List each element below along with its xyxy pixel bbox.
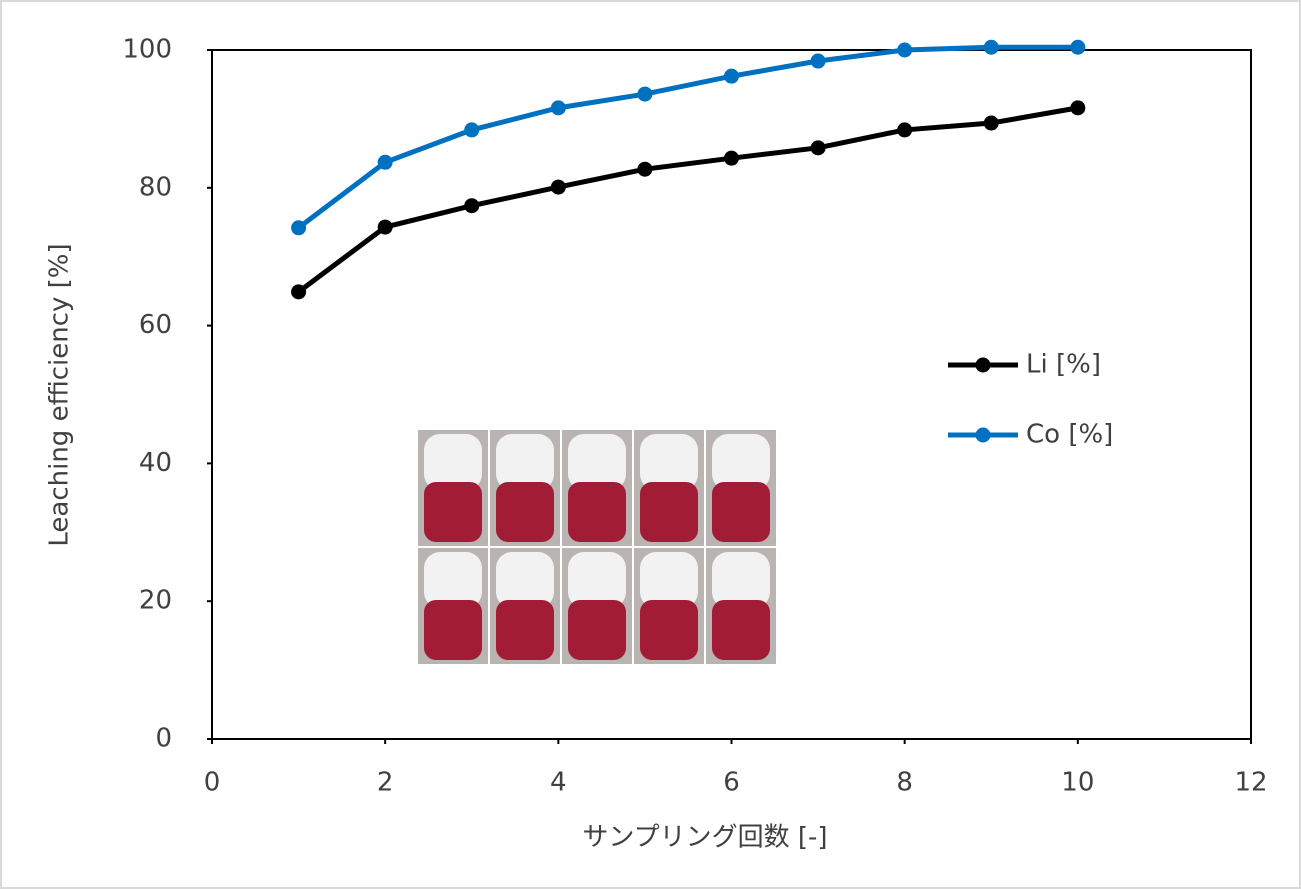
data-point (724, 69, 739, 84)
vial-liquid (568, 600, 626, 660)
x-axis-label: サンプリング回数 [-] (582, 823, 827, 853)
x-tick-label: 4 (550, 768, 567, 798)
data-point (551, 100, 566, 115)
vial-cap (640, 552, 698, 608)
x-tick-label: 2 (377, 768, 394, 798)
vial-cap (424, 434, 482, 490)
legend-marker (976, 428, 991, 443)
data-point (637, 87, 652, 102)
x-tick-label: 6 (723, 768, 740, 798)
y-tick-label: 60 (139, 310, 172, 340)
y-tick-label: 40 (139, 448, 172, 478)
vial-liquid (496, 482, 554, 542)
data-point (897, 122, 912, 137)
vial-liquid (568, 482, 626, 542)
y-tick-label: 20 (139, 586, 172, 616)
vial-liquid (640, 600, 698, 660)
data-point (984, 40, 999, 55)
data-point (464, 198, 479, 213)
y-tick-label: 0 (155, 724, 172, 754)
data-point (724, 151, 739, 166)
y-axis-label: Leaching efficiency [%] (45, 243, 75, 546)
vial-liquid (640, 482, 698, 542)
vial-cap (424, 552, 482, 608)
y-tick-label: 100 (122, 35, 172, 65)
data-point (897, 43, 912, 58)
y-tick-label: 80 (139, 172, 172, 202)
x-tick-label: 10 (1061, 768, 1094, 798)
vial-cap (496, 552, 554, 608)
data-point (291, 220, 306, 235)
x-tick-label: 8 (896, 768, 913, 798)
data-point (811, 54, 826, 69)
data-point (378, 220, 393, 235)
vial-cap (496, 434, 554, 490)
data-point (984, 116, 999, 131)
vial-cap (712, 434, 770, 490)
legend-marker (976, 358, 991, 373)
vial-cap (640, 434, 698, 490)
vial-liquid (712, 600, 770, 660)
data-point (291, 284, 306, 299)
vial-liquid (424, 482, 482, 542)
data-point (551, 180, 566, 195)
data-point (1070, 40, 1085, 55)
legend-label: Co [%] (1026, 420, 1113, 450)
vial-liquid (424, 600, 482, 660)
x-tick-label: 0 (204, 768, 221, 798)
vial-cap (568, 552, 626, 608)
data-point (1070, 100, 1085, 115)
legend-label: Li [%] (1026, 350, 1101, 380)
vial-cap (568, 434, 626, 490)
data-point (811, 140, 826, 155)
vial-cap (712, 552, 770, 608)
chart: サンプリング回数 [-] Leaching efficiency [%] 020… (0, 0, 1301, 889)
data-point (378, 155, 393, 170)
vial-liquid (496, 600, 554, 660)
data-point (637, 162, 652, 177)
data-point (464, 122, 479, 137)
vial-liquid (712, 482, 770, 542)
x-tick-label: 12 (1234, 768, 1267, 798)
